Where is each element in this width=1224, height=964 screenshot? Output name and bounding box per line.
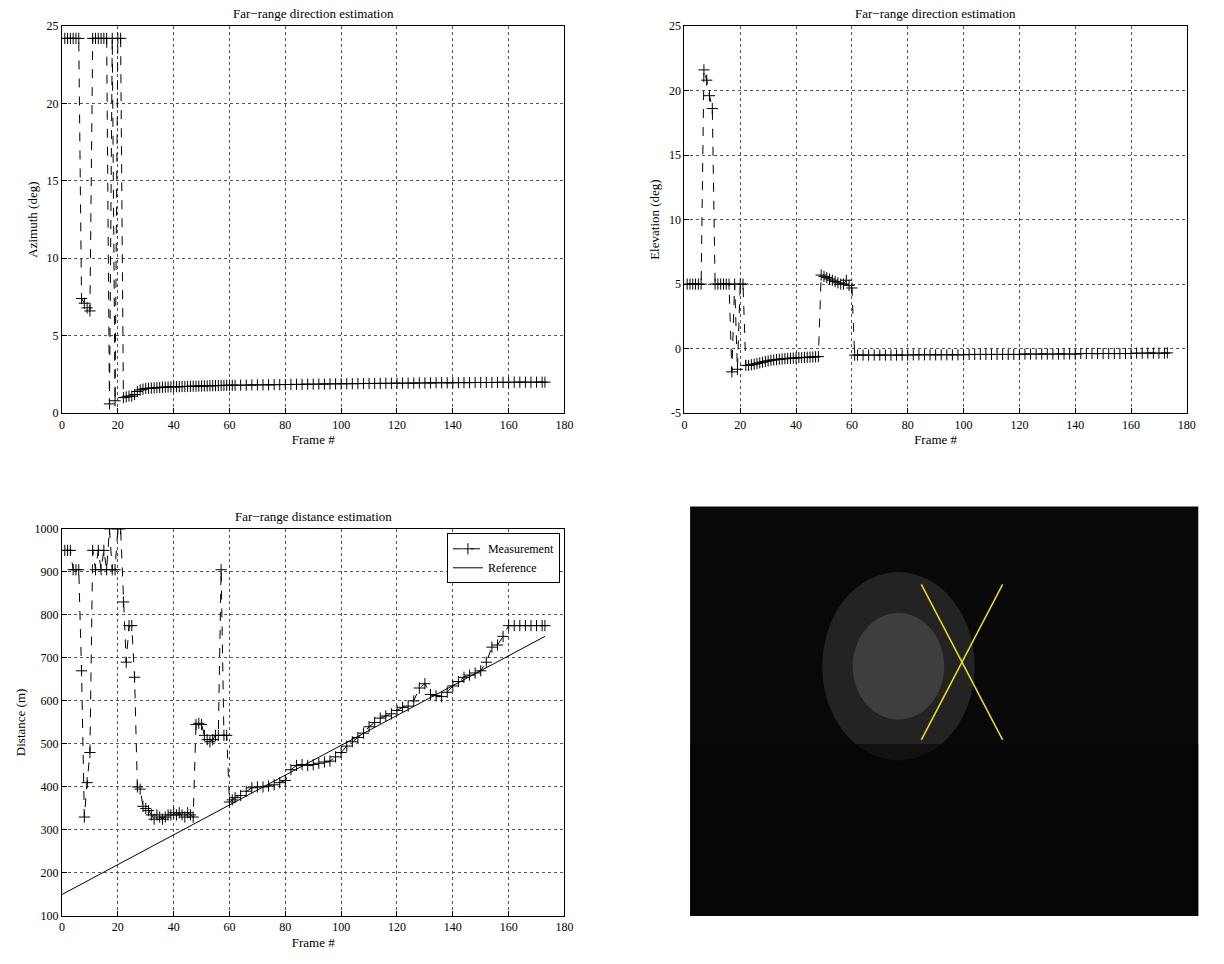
svg-text:25: 25: [669, 19, 681, 33]
svg-text:15: 15: [669, 148, 681, 162]
svg-text:Far−range direction estimation: Far−range direction estimation: [233, 6, 394, 21]
svg-text:800: 800: [41, 608, 59, 622]
svg-text:140: 140: [444, 920, 462, 934]
svg-text:160: 160: [1122, 418, 1140, 432]
svg-text:20: 20: [112, 920, 124, 934]
svg-text:5: 5: [675, 277, 681, 291]
svg-text:180: 180: [1178, 418, 1196, 432]
svg-text:0: 0: [59, 920, 65, 934]
svg-text:400: 400: [41, 780, 59, 794]
svg-text:140: 140: [444, 418, 462, 432]
svg-text:20: 20: [47, 97, 59, 111]
svg-text:Frame #: Frame #: [914, 432, 957, 447]
svg-text:Frame #: Frame #: [292, 935, 335, 950]
svg-text:200: 200: [41, 866, 59, 880]
svg-text:140: 140: [1066, 418, 1084, 432]
svg-text:100: 100: [955, 418, 973, 432]
svg-text:120: 120: [388, 920, 406, 934]
svg-text:100: 100: [332, 920, 350, 934]
svg-text:5: 5: [53, 329, 59, 343]
svg-text:180: 180: [555, 418, 573, 432]
svg-text:10: 10: [669, 213, 681, 227]
svg-text:Far−range direction estimation: Far−range direction estimation: [855, 6, 1016, 21]
svg-text:20: 20: [669, 84, 681, 98]
svg-text:Frame #: Frame #: [292, 432, 335, 447]
svg-text:600: 600: [41, 694, 59, 708]
svg-text:40: 40: [168, 418, 180, 432]
svg-text:160: 160: [500, 920, 518, 934]
svg-text:60: 60: [223, 920, 235, 934]
svg-text:-5: -5: [671, 406, 681, 420]
svg-text:Reference: Reference: [488, 561, 537, 575]
svg-text:100: 100: [332, 418, 350, 432]
svg-text:120: 120: [388, 418, 406, 432]
svg-text:0: 0: [675, 342, 681, 356]
svg-text:20: 20: [112, 418, 124, 432]
svg-text:0: 0: [681, 418, 687, 432]
svg-text:500: 500: [41, 737, 59, 751]
svg-text:700: 700: [41, 651, 59, 665]
svg-text:15: 15: [47, 174, 59, 188]
svg-text:60: 60: [223, 418, 235, 432]
svg-text:0: 0: [59, 418, 65, 432]
svg-text:40: 40: [790, 418, 802, 432]
svg-text:Azimuth (deg): Azimuth (deg): [25, 181, 40, 257]
svg-text:300: 300: [41, 823, 59, 837]
svg-text:20: 20: [734, 418, 746, 432]
svg-text:160: 160: [500, 418, 518, 432]
svg-text:100: 100: [41, 909, 59, 923]
svg-text:Distance (m): Distance (m): [13, 689, 28, 757]
svg-text:80: 80: [902, 418, 914, 432]
svg-text:80: 80: [279, 418, 291, 432]
svg-text:80: 80: [279, 920, 291, 934]
svg-text:Elevation (deg): Elevation (deg): [647, 179, 662, 260]
svg-text:Far−range distance estimation: Far−range distance estimation: [235, 509, 392, 524]
svg-text:120: 120: [1010, 418, 1028, 432]
svg-text:180: 180: [555, 920, 573, 934]
svg-text:60: 60: [846, 418, 858, 432]
svg-text:Measurement: Measurement: [488, 542, 554, 556]
svg-text:10: 10: [47, 251, 59, 265]
svg-text:0: 0: [53, 406, 59, 420]
svg-text:900: 900: [41, 565, 59, 579]
svg-text:25: 25: [47, 19, 59, 33]
svg-text:1000: 1000: [35, 522, 59, 536]
svg-text:40: 40: [168, 920, 180, 934]
